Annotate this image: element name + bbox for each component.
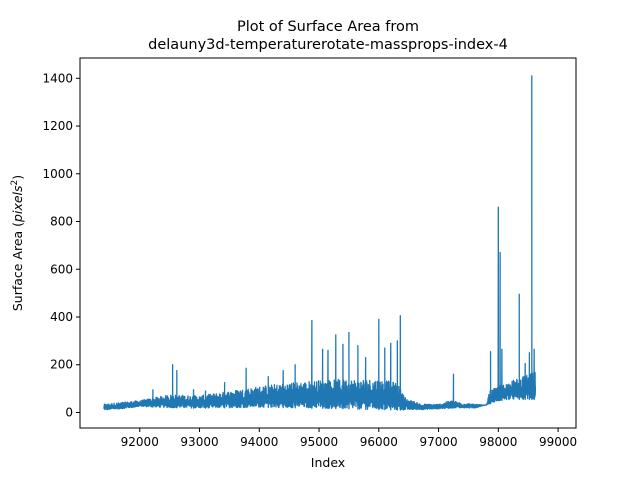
x-tick-label: 94000 — [240, 435, 278, 449]
x-ticks: 92000 93000 94000 95000 96000 97000 98000 99000 — [121, 428, 577, 449]
y-ticks: 0 200 400 600 800 1000 1200 1400 — [42, 71, 80, 419]
x-tick-label: 95000 — [300, 435, 338, 449]
y-tick-label: 400 — [50, 310, 73, 324]
y-tick-label: 1200 — [42, 119, 73, 133]
y-tick-label: 200 — [50, 358, 73, 372]
y-axis-label-unit: pixels — [10, 185, 25, 223]
x-axis-label: Index — [311, 455, 345, 470]
y-axis-label-suffix: ) — [10, 175, 25, 180]
x-tick-label: 98000 — [479, 435, 517, 449]
x-tick-label: 99000 — [539, 435, 577, 449]
plot-area — [79, 57, 577, 429]
y-tick-label: 1400 — [42, 71, 73, 85]
y-axis-label: Surface Area (pixels2) — [10, 175, 25, 311]
y-axis-label-exponent: 2 — [10, 180, 20, 186]
y-tick-label: 600 — [50, 262, 73, 276]
x-tick-label: 93000 — [180, 435, 218, 449]
series-layer — [103, 75, 537, 411]
x-tick-label: 92000 — [121, 435, 159, 449]
axes-frame — [79, 57, 577, 429]
y-tick-label: 800 — [50, 215, 73, 229]
y-axis-label-prefix: Surface Area ( — [10, 222, 25, 311]
y-tick-label: 1000 — [42, 167, 73, 181]
x-tick-label: 96000 — [360, 435, 398, 449]
chart-title-line1: Plot of Surface Area from — [237, 19, 419, 35]
y-tick-label: 0 — [65, 405, 73, 419]
series-line — [103, 75, 537, 411]
x-tick-label: 97000 — [419, 435, 457, 449]
chart-title-line2: delauny3d-temperaturerotate-massprops-in… — [148, 37, 508, 53]
